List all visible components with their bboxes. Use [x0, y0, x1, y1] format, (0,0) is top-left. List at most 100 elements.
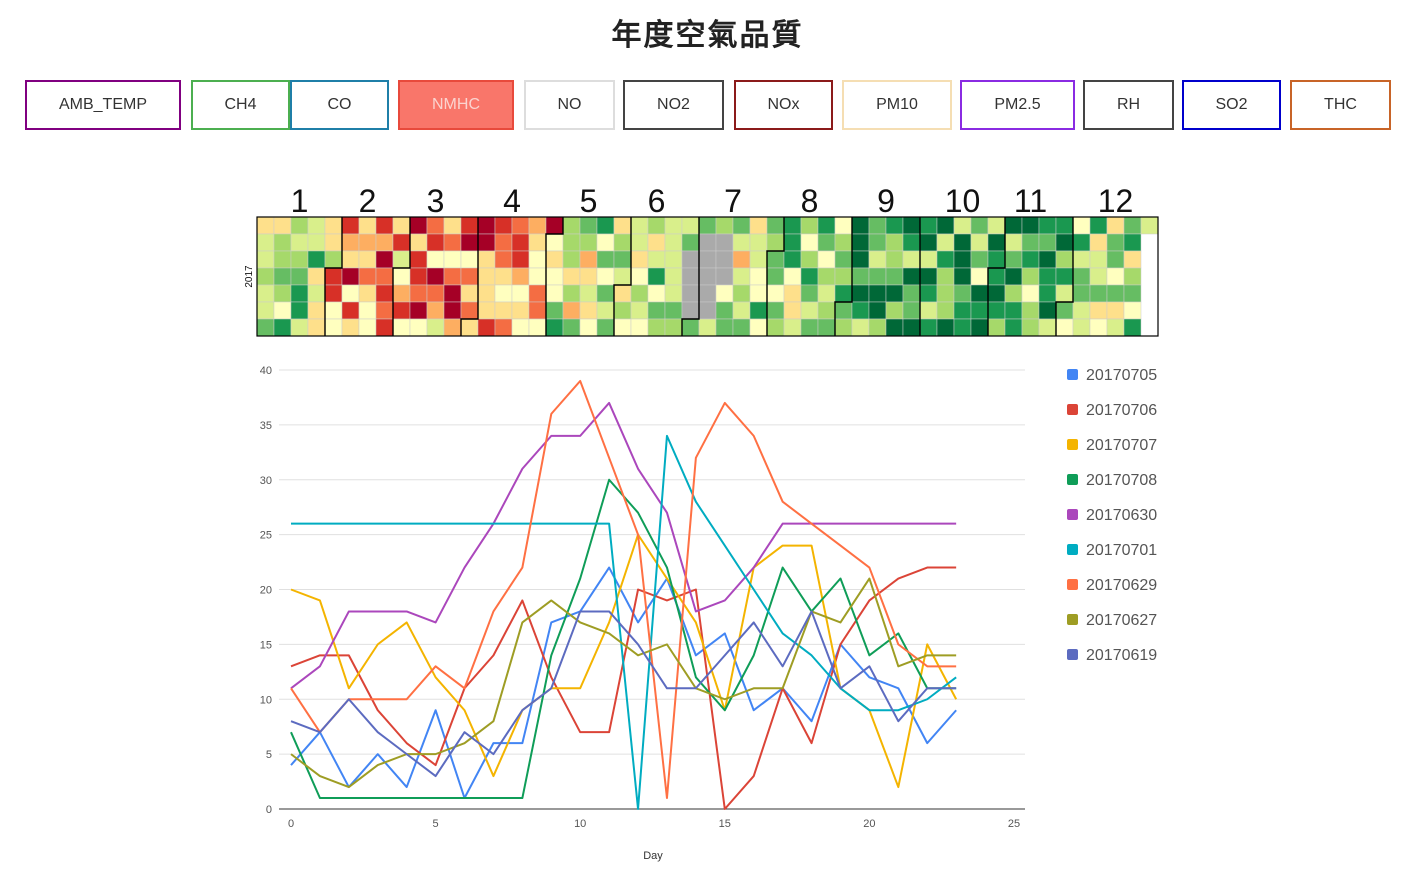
calendar-day-cell[interactable]	[698, 250, 717, 269]
series-line-20170627[interactable]	[290, 577, 957, 789]
calendar-day-cell[interactable]	[409, 216, 428, 235]
calendar-day-cell[interactable]	[681, 233, 700, 252]
calendar-day-cell[interactable]	[783, 250, 802, 269]
calendar-day-cell[interactable]	[273, 284, 292, 303]
calendar-day-cell[interactable]	[324, 233, 343, 252]
pollutant-button-no2[interactable]: NO2	[623, 80, 724, 130]
calendar-day-cell[interactable]	[647, 216, 666, 235]
calendar-day-cell[interactable]	[273, 216, 292, 235]
legend-label[interactable]: 20170707	[1086, 437, 1157, 454]
calendar-day-cell[interactable]	[494, 250, 513, 269]
calendar-day-cell[interactable]	[919, 216, 938, 235]
calendar-day-cell[interactable]	[511, 284, 530, 303]
calendar-day-cell[interactable]	[256, 301, 275, 320]
calendar-day-cell[interactable]	[596, 301, 615, 320]
calendar-day-cell[interactable]	[579, 233, 598, 252]
calendar-day-cell[interactable]	[460, 318, 479, 337]
calendar-day-cell[interactable]	[1055, 250, 1074, 269]
calendar-day-cell[interactable]	[868, 318, 887, 337]
calendar-day-cell[interactable]	[1140, 216, 1159, 235]
series-line-20170630[interactable]	[290, 401, 957, 690]
calendar-day-cell[interactable]	[290, 216, 309, 235]
calendar-day-cell[interactable]	[358, 216, 377, 235]
calendar-day-cell[interactable]	[817, 267, 836, 286]
calendar-day-cell[interactable]	[885, 318, 904, 337]
calendar-day-cell[interactable]	[613, 284, 632, 303]
calendar-day-cell[interactable]	[834, 318, 853, 337]
calendar-day-cell[interactable]	[1123, 250, 1142, 269]
calendar-day-cell[interactable]	[307, 301, 326, 320]
calendar-day-cell[interactable]	[579, 216, 598, 235]
calendar-day-cell[interactable]	[341, 284, 360, 303]
calendar-day-cell[interactable]	[800, 216, 819, 235]
calendar-day-cell[interactable]	[749, 267, 768, 286]
calendar-day-cell[interactable]	[562, 267, 581, 286]
calendar-day-cell[interactable]	[1004, 318, 1023, 337]
calendar-day-cell[interactable]	[1106, 216, 1125, 235]
calendar-day-cell[interactable]	[800, 318, 819, 337]
calendar-day-cell[interactable]	[987, 216, 1006, 235]
calendar-day-cell[interactable]	[545, 233, 564, 252]
calendar-day-cell[interactable]	[596, 267, 615, 286]
calendar-day-cell[interactable]	[290, 233, 309, 252]
calendar-day-cell[interactable]	[1123, 267, 1142, 286]
calendar-day-cell[interactable]	[545, 284, 564, 303]
calendar-day-cell[interactable]	[460, 267, 479, 286]
calendar-day-cell[interactable]	[307, 233, 326, 252]
legend-label[interactable]: 20170708	[1086, 472, 1157, 489]
calendar-day-cell[interactable]	[256, 233, 275, 252]
calendar-day-cell[interactable]	[1123, 216, 1142, 235]
calendar-day-cell[interactable]	[1021, 301, 1040, 320]
calendar-day-cell[interactable]	[341, 250, 360, 269]
calendar-day-cell[interactable]	[1072, 318, 1091, 337]
calendar-day-cell[interactable]	[715, 233, 734, 252]
calendar-day-cell[interactable]	[902, 233, 921, 252]
calendar-day-cell[interactable]	[477, 216, 496, 235]
calendar-day-cell[interactable]	[732, 267, 751, 286]
calendar-day-cell[interactable]	[494, 301, 513, 320]
calendar-day-cell[interactable]	[460, 233, 479, 252]
calendar-day-cell[interactable]	[358, 318, 377, 337]
calendar-day-cell[interactable]	[358, 267, 377, 286]
calendar-day-cell[interactable]	[681, 216, 700, 235]
calendar-day-cell[interactable]	[511, 267, 530, 286]
calendar-day-cell[interactable]	[630, 216, 649, 235]
legend-label[interactable]: 20170619	[1086, 647, 1157, 664]
calendar-day-cell[interactable]	[749, 250, 768, 269]
calendar-day-cell[interactable]	[460, 216, 479, 235]
calendar-day-cell[interactable]	[732, 318, 751, 337]
calendar-day-cell[interactable]	[902, 284, 921, 303]
calendar-day-cell[interactable]	[273, 250, 292, 269]
calendar-day-cell[interactable]	[273, 267, 292, 286]
calendar-day-cell[interactable]	[698, 318, 717, 337]
calendar-day-cell[interactable]	[324, 250, 343, 269]
calendar-day-cell[interactable]	[834, 250, 853, 269]
calendar-day-cell[interactable]	[579, 318, 598, 337]
calendar-day-cell[interactable]	[307, 284, 326, 303]
pollutant-button-amb-temp[interactable]: AMB_TEMP	[25, 80, 181, 130]
calendar-day-cell[interactable]	[1021, 233, 1040, 252]
calendar-day-cell[interactable]	[562, 301, 581, 320]
calendar-day-cell[interactable]	[630, 250, 649, 269]
calendar-day-cell[interactable]	[664, 301, 683, 320]
pollutant-button-no[interactable]: NO	[524, 80, 615, 130]
calendar-day-cell[interactable]	[324, 216, 343, 235]
calendar-day-cell[interactable]	[1004, 301, 1023, 320]
calendar-day-cell[interactable]	[443, 233, 462, 252]
calendar-day-cell[interactable]	[953, 301, 972, 320]
calendar-day-cell[interactable]	[851, 284, 870, 303]
calendar-day-cell[interactable]	[681, 267, 700, 286]
calendar-day-cell[interactable]	[443, 250, 462, 269]
series-line-20170619[interactable]	[290, 610, 957, 778]
calendar-day-cell[interactable]	[613, 216, 632, 235]
calendar-day-cell[interactable]	[902, 216, 921, 235]
calendar-day-cell[interactable]	[477, 250, 496, 269]
calendar-day-cell[interactable]	[647, 318, 666, 337]
calendar-day-cell[interactable]	[885, 267, 904, 286]
calendar-day-cell[interactable]	[256, 216, 275, 235]
calendar-day-cell[interactable]	[885, 233, 904, 252]
calendar-day-cell[interactable]	[307, 318, 326, 337]
calendar-day-cell[interactable]	[545, 216, 564, 235]
calendar-day-cell[interactable]	[324, 318, 343, 337]
calendar-day-cell[interactable]	[851, 250, 870, 269]
